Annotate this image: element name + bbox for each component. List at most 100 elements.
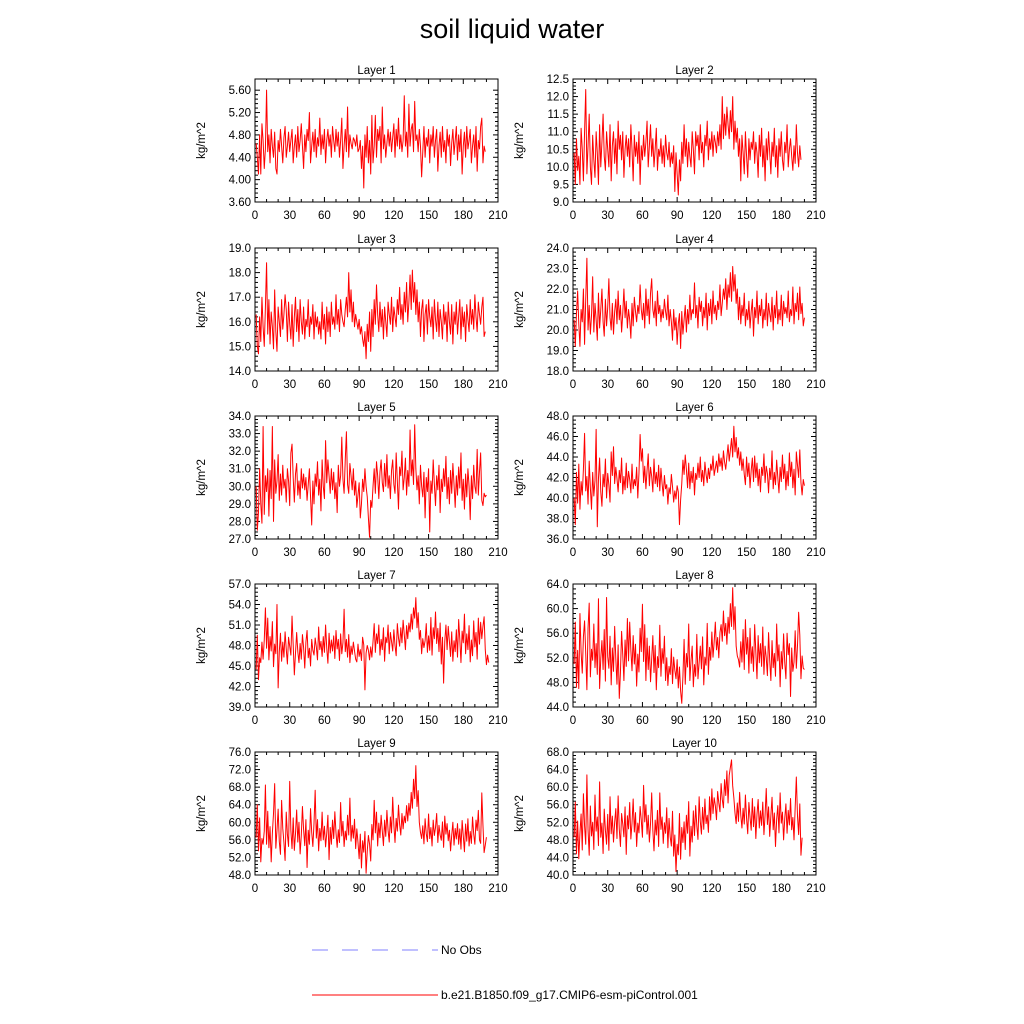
y-tick-label: 12.5	[547, 74, 569, 86]
y-tick-label: 11.0	[547, 127, 569, 139]
y-tick-label: 11.5	[547, 109, 569, 121]
y-tick-label: 32.0	[229, 446, 251, 458]
y-tick-label: 18.0	[229, 268, 251, 280]
y-tick-label: 16.0	[229, 317, 251, 329]
panel-title: Layer 6	[675, 402, 713, 414]
x-tick-label: 0	[570, 715, 576, 727]
y-tick-label: 56.0	[547, 800, 569, 812]
x-tick-label: 30	[283, 883, 296, 895]
x-tick-label: 30	[601, 715, 614, 727]
y-axis-label: kg/m^2	[514, 459, 526, 496]
x-tick-label: 30	[283, 547, 296, 559]
y-tick-label: 5.60	[229, 85, 251, 97]
legend-model-line	[312, 994, 438, 996]
x-tick-label: 60	[636, 715, 649, 727]
series-line-1	[255, 597, 490, 691]
x-tick-label: 210	[806, 883, 825, 895]
x-tick-label: 90	[353, 715, 366, 727]
y-tick-label: 51.0	[229, 620, 251, 632]
series-line-1	[573, 759, 803, 872]
y-tick-label: 36.0	[547, 534, 569, 546]
x-tick-label: 60	[318, 883, 331, 895]
y-tick-label: 60.0	[229, 817, 251, 829]
y-tick-label: 38.0	[547, 514, 569, 526]
y-tick-label: 33.0	[229, 429, 251, 441]
x-tick-label: 210	[488, 379, 507, 391]
panel-7: Layer 7 kg/m^2 0 30 60 90 120 150 180 210 39.0 42.0…	[196, 570, 508, 727]
y-tick-label: 31.0	[229, 464, 251, 476]
panel-title: Layer 7	[357, 570, 395, 582]
x-tick-label: 210	[806, 210, 825, 222]
x-tick-label: 60	[318, 715, 331, 727]
panel-title: Layer 10	[672, 738, 717, 750]
y-tick-label: 12.0	[547, 92, 569, 104]
y-axis-label: kg/m^2	[514, 627, 526, 664]
panel-9: Layer 9 kg/m^2 0 30 60 90 120 150 180 210 48.0 52.0…	[196, 738, 508, 895]
y-tick-label: 60.0	[547, 782, 569, 794]
y-axis-label: kg/m^2	[514, 291, 526, 328]
y-tick-label: 4.80	[229, 130, 251, 142]
y-tick-label: 27.0	[229, 534, 251, 546]
y-tick-label: 19.0	[229, 243, 251, 255]
y-tick-label: 48.0	[229, 870, 251, 882]
panel-3: Layer 3 kg/m^2 0 30 60 90 120 150 180 210 14.0 15.0…	[196, 234, 508, 391]
x-tick-label: 0	[252, 883, 258, 895]
series-line-1	[255, 765, 487, 874]
panel-2: Layer 2 kg/m^2 0 30 60 90 120 150 180 210 9.0 9.5 10…	[514, 65, 826, 222]
x-tick-label: 90	[671, 715, 684, 727]
x-tick-label: 120	[702, 379, 721, 391]
plot-frame	[572, 751, 817, 876]
y-tick-label: 45.0	[229, 661, 251, 673]
y-tick-label: 52.0	[229, 852, 251, 864]
legend-obs-line	[312, 949, 438, 951]
x-tick-label: 30	[283, 715, 296, 727]
y-tick-label: 42.0	[229, 682, 251, 694]
y-tick-label: 46.0	[547, 432, 569, 444]
x-tick-label: 0	[252, 210, 258, 222]
panel-title: Layer 8	[675, 570, 713, 582]
y-tick-label: 57.0	[229, 579, 251, 591]
legend-obs-label: No Obs	[441, 943, 482, 957]
x-tick-label: 150	[737, 210, 756, 222]
x-tick-label: 120	[384, 715, 403, 727]
x-tick-label: 150	[737, 547, 756, 559]
x-tick-label: 180	[772, 883, 791, 895]
x-tick-label: 90	[671, 883, 684, 895]
y-tick-label: 24.0	[547, 243, 569, 255]
x-tick-label: 0	[570, 210, 576, 222]
y-tick-label: 64.0	[547, 765, 569, 777]
y-tick-label: 4.40	[229, 152, 251, 164]
panel-4: Layer 4 kg/m^2 0 30 60 90 120 150 180 210 18.0 19.0…	[514, 234, 826, 391]
plot-frame	[572, 583, 817, 708]
x-tick-label: 180	[454, 547, 473, 559]
y-tick-label: 52.0	[547, 653, 569, 665]
x-tick-label: 60	[318, 210, 331, 222]
panel-title: Layer 5	[357, 402, 395, 414]
panel-1: Layer 1 kg/m^2 0 30 60 90 120 150 180 210 3.60 4.00…	[196, 65, 508, 222]
y-tick-label: 14.0	[229, 366, 251, 378]
y-tick-label: 34.0	[229, 411, 251, 423]
x-tick-label: 150	[737, 715, 756, 727]
y-tick-label: 48.0	[547, 677, 569, 689]
x-tick-label: 150	[737, 379, 756, 391]
x-tick-label: 180	[772, 547, 791, 559]
x-tick-label: 210	[488, 715, 507, 727]
plot-frame	[254, 247, 499, 372]
x-tick-label: 0	[252, 547, 258, 559]
x-tick-label: 150	[737, 883, 756, 895]
legend-model-label: b.e21.B1850.f09_g17.CMIP6-esm-piControl.…	[441, 988, 698, 1002]
y-tick-label: 4.00	[229, 175, 251, 187]
x-tick-label: 150	[419, 547, 438, 559]
x-tick-label: 150	[419, 715, 438, 727]
y-tick-label: 17.0	[229, 292, 251, 304]
x-tick-label: 180	[454, 715, 473, 727]
y-tick-label: 60.0	[547, 604, 569, 616]
y-tick-label: 44.0	[547, 452, 569, 464]
plot-frame	[572, 78, 817, 203]
x-tick-label: 30	[601, 210, 614, 222]
x-tick-label: 150	[419, 379, 438, 391]
y-tick-label: 56.0	[547, 628, 569, 640]
y-tick-label: 40.0	[547, 493, 569, 505]
x-tick-label: 0	[570, 547, 576, 559]
